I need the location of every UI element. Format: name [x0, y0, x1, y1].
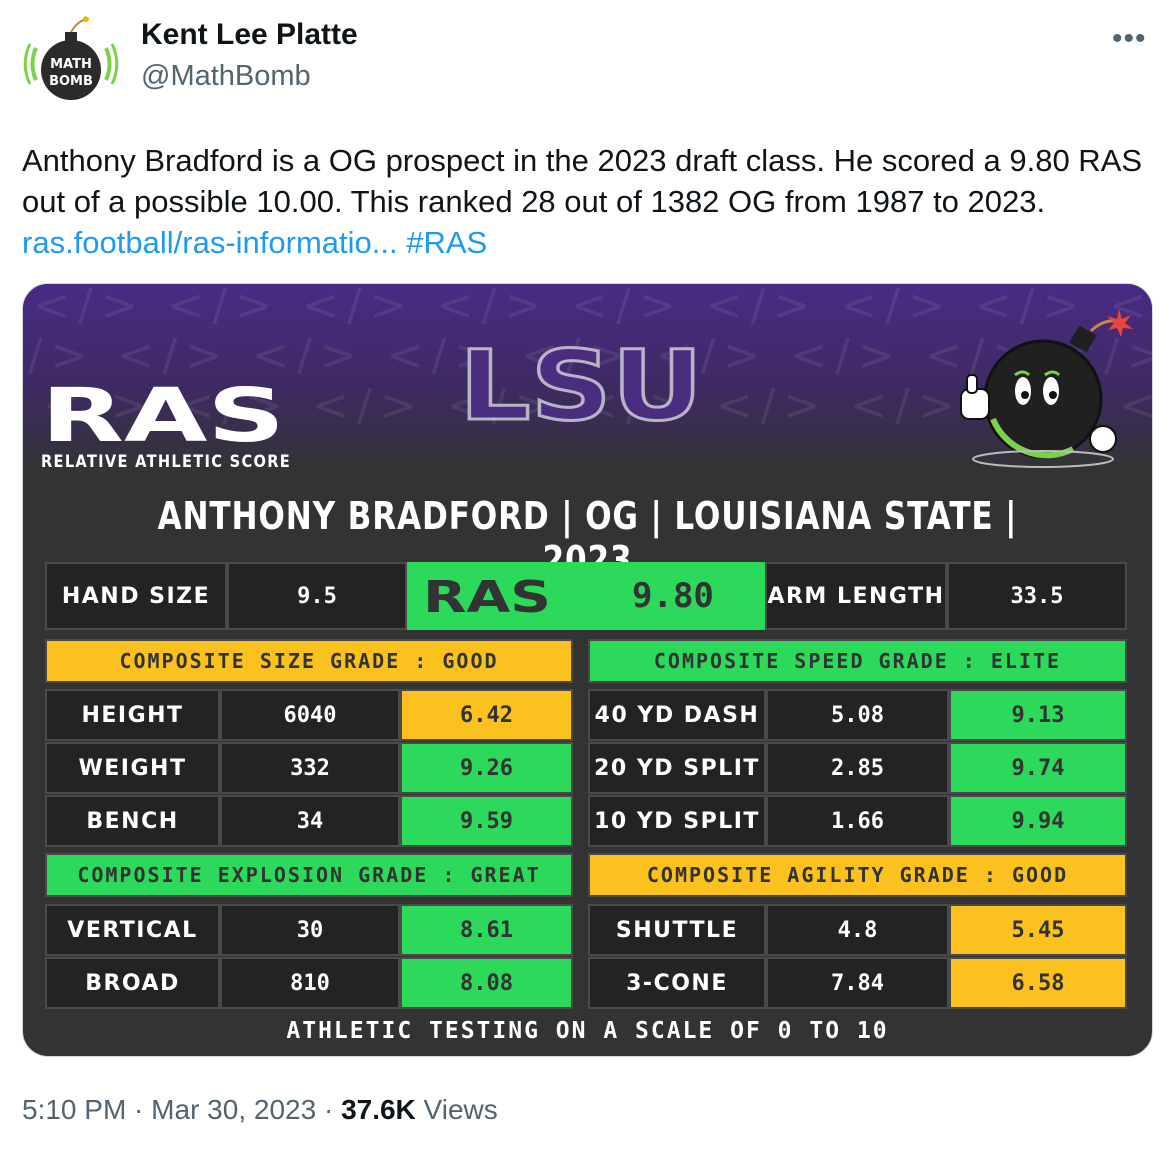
- avatar-text-bottom: BOMB: [49, 74, 93, 89]
- size-row-score: 9.26: [400, 742, 573, 794]
- speed-grade-header: COMPOSITE SPEED GRADE : ELITE: [588, 639, 1127, 683]
- card-banner: </> </> </> </> </> </> </> </> </> </> …: [23, 284, 1152, 474]
- size-row-score: 6.42: [400, 689, 573, 741]
- explosion-grade-header: COMPOSITE EXPLOSION GRADE : GREAT: [45, 853, 573, 897]
- agility-row-score: 6.58: [949, 957, 1127, 1009]
- author-handle[interactable]: @MathBomb: [141, 60, 311, 92]
- ras-score-box: RAS 9.80: [407, 562, 765, 630]
- speed-row-label: 40 YD DASH: [588, 689, 766, 741]
- ras-score-value: 9.80: [632, 576, 714, 616]
- tweet-text: Anthony Bradford is a OG prospect in the…: [22, 140, 1147, 263]
- meta-separator: ·: [316, 1094, 342, 1125]
- size-row-value: 332: [220, 742, 400, 794]
- size-row-value: 34: [220, 795, 400, 847]
- size-row-label: BENCH: [45, 795, 220, 847]
- lsu-logo-text: LSU: [459, 339, 703, 429]
- views-label: Views: [415, 1094, 498, 1125]
- agility-row-label: 3-CONE: [588, 957, 766, 1009]
- hand-size-value: 9.5: [227, 562, 407, 630]
- speed-row-label: 10 YD SPLIT: [588, 795, 766, 847]
- author-name[interactable]: Kent Lee Platte: [141, 18, 358, 51]
- tweet-meta: 5:10 PM · Mar 30, 2023 · 37.6K Views: [22, 1094, 498, 1126]
- more-options-icon[interactable]: •••: [1112, 22, 1147, 55]
- size-row-value: 6040: [220, 689, 400, 741]
- ras-score-logo-text: RAS: [423, 578, 551, 618]
- explosion-row-value: 810: [220, 957, 400, 1009]
- size-row-score: 9.59: [400, 795, 573, 847]
- tweet-hashtag[interactable]: #RAS: [406, 225, 488, 260]
- agility-row-value: 4.8: [766, 904, 949, 956]
- media-card[interactable]: </> </> </> </> </> </> </> </> </> </> …: [22, 283, 1153, 1057]
- arm-length-value: 33.5: [947, 562, 1127, 630]
- size-row-label: HEIGHT: [45, 689, 220, 741]
- hand-size-label: HAND SIZE: [45, 562, 227, 630]
- tweet-link[interactable]: ras.football/ras-informatio...: [22, 225, 398, 260]
- speed-row-label: 20 YD SPLIT: [588, 742, 766, 794]
- speed-row-score: 9.94: [949, 795, 1127, 847]
- speed-row-value: 1.66: [766, 795, 949, 847]
- views-count[interactable]: 37.6K: [341, 1094, 416, 1125]
- explosion-row-score: 8.61: [400, 904, 573, 956]
- speed-row-value: 5.08: [766, 689, 949, 741]
- explosion-row-label: VERTICAL: [45, 904, 220, 956]
- size-row-label: WEIGHT: [45, 742, 220, 794]
- tweet-time[interactable]: 5:10 PM: [22, 1094, 127, 1125]
- agility-row-value: 7.84: [766, 957, 949, 1009]
- explosion-row-label: BROAD: [45, 957, 220, 1009]
- arm-length-label: ARM LENGTH: [765, 562, 947, 630]
- lsu-logo: LSU: [458, 339, 705, 429]
- tweet-body: Anthony Bradford is a OG prospect in the…: [22, 143, 1143, 219]
- bomb-mascot-icon: [960, 309, 1133, 468]
- ras-logo-subtitle: RELATIVE ATHLETIC SCORE: [41, 452, 292, 472]
- meta-separator: ·: [126, 1094, 152, 1125]
- ras-logo-text: RAS: [41, 384, 285, 444]
- avatar-text-top: MATH: [50, 57, 92, 72]
- explosion-row-score: 8.08: [400, 957, 573, 1009]
- speed-row-score: 9.74: [949, 742, 1127, 794]
- author-avatar[interactable]: MATH BOMB: [22, 14, 120, 112]
- card-footer-text: ATHLETIC TESTING ON A SCALE OF 0 TO 10: [286, 1018, 889, 1044]
- agility-row-label: SHUTTLE: [588, 904, 766, 956]
- explosion-row-value: 30: [220, 904, 400, 956]
- mathbomb-avatar-icon: MATH BOMB: [23, 15, 119, 111]
- ras-score-logo: RAS: [423, 578, 551, 618]
- agility-row-score: 5.45: [949, 904, 1127, 956]
- agility-grade-header: COMPOSITE AGILITY GRADE : GOOD: [588, 853, 1127, 897]
- tweet-date[interactable]: Mar 30, 2023: [151, 1094, 317, 1125]
- size-grade-header: COMPOSITE SIZE GRADE : GOOD: [45, 639, 573, 683]
- ras-logo: RAS: [41, 384, 285, 444]
- speed-row-score: 9.13: [949, 689, 1127, 741]
- speed-row-value: 2.85: [766, 742, 949, 794]
